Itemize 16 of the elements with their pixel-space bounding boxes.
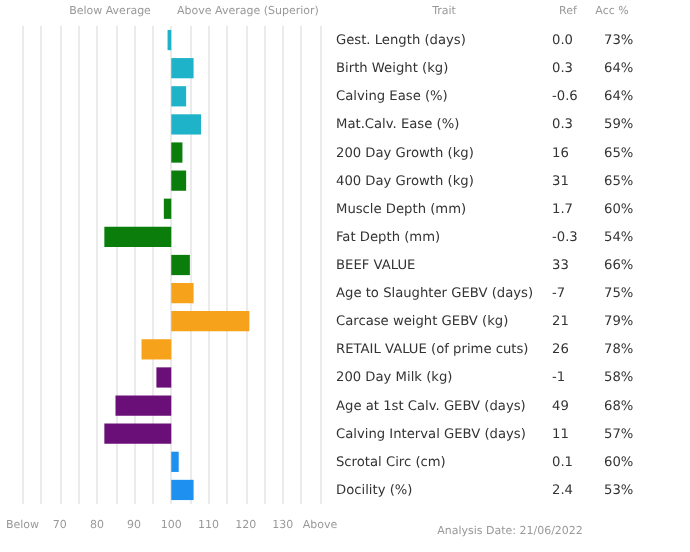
bar <box>171 142 183 163</box>
bar <box>171 311 250 332</box>
bar <box>171 254 190 276</box>
bar <box>171 86 187 107</box>
bar <box>171 114 202 135</box>
bar <box>115 395 172 416</box>
bar <box>171 170 187 191</box>
bar <box>156 367 172 388</box>
bar <box>171 283 194 304</box>
bar <box>171 479 194 501</box>
bar <box>141 339 172 360</box>
bar <box>104 423 172 444</box>
bar <box>171 451 179 472</box>
bar <box>163 198 172 219</box>
bar <box>171 58 194 79</box>
bar <box>104 226 172 247</box>
